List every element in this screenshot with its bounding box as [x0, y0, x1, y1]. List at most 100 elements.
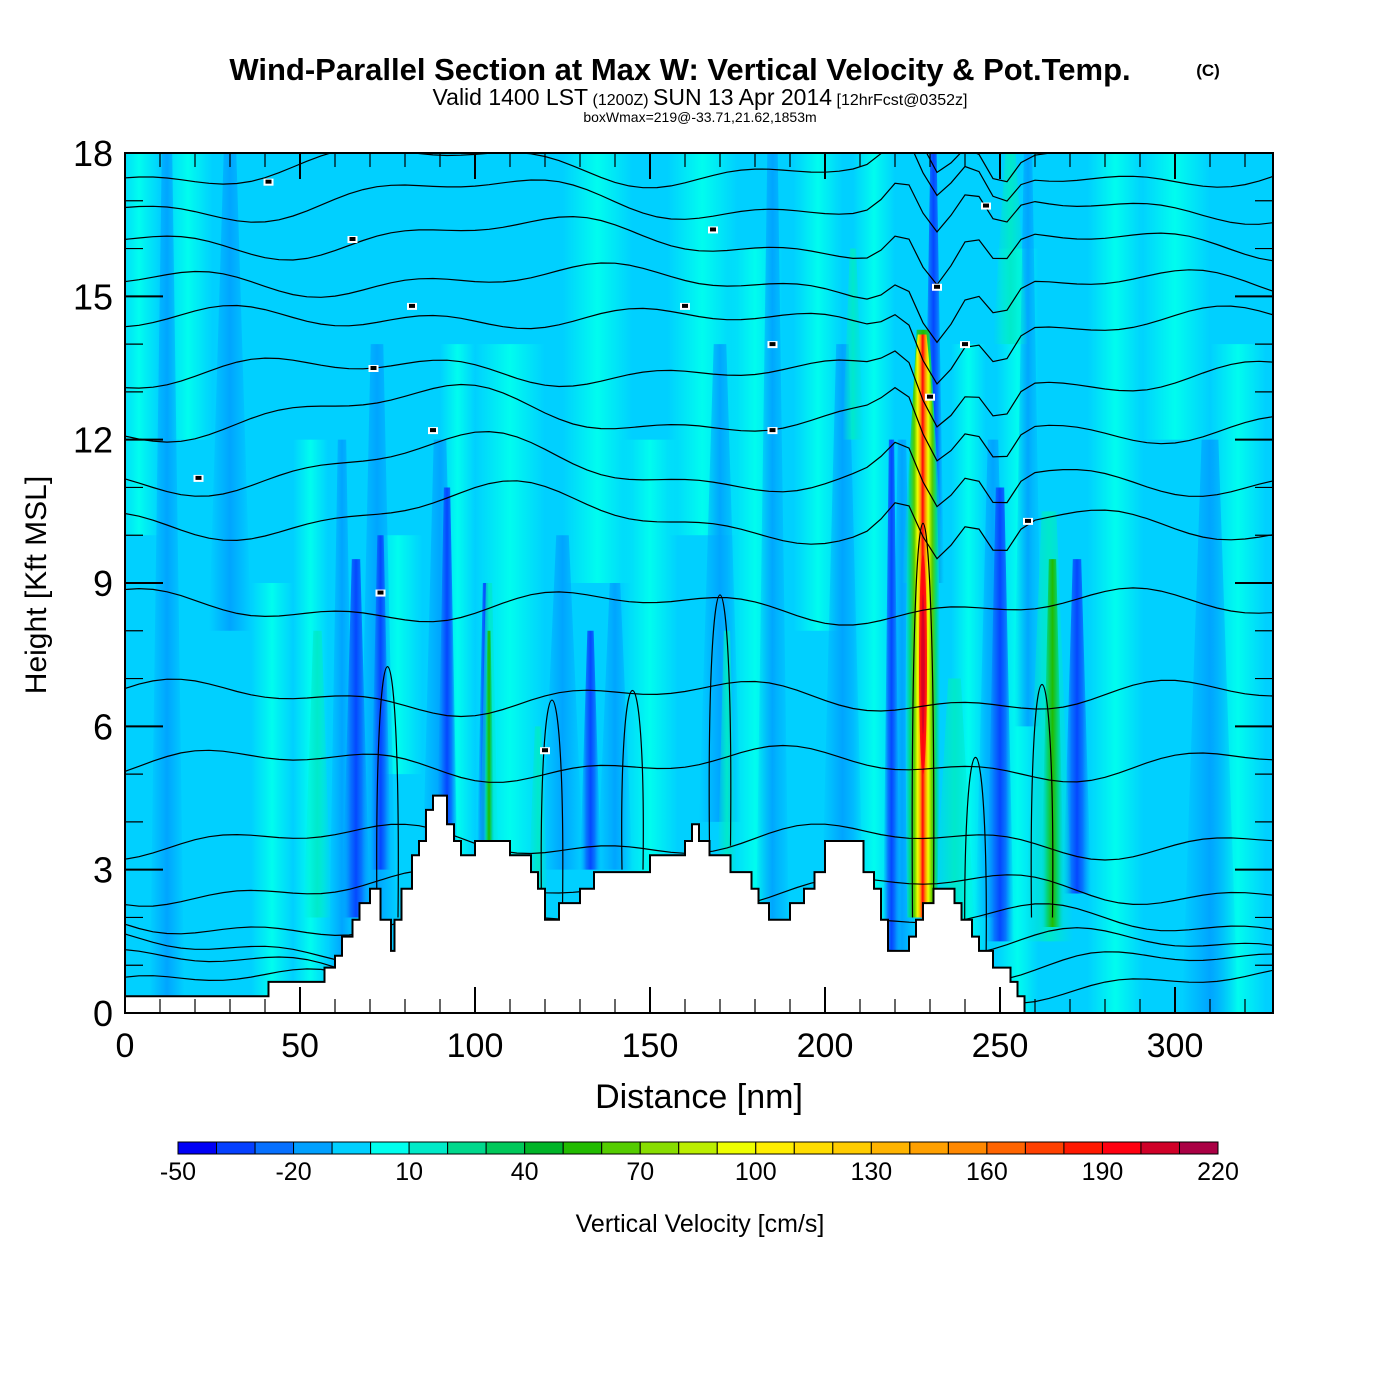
field-band-downdraft — [580, 630, 601, 870]
colorbar-swatch — [562, 1141, 603, 1155]
copyright-mark: (C) — [1196, 61, 1220, 80]
field-band-teal — [527, 726, 549, 918]
isentrope-contour — [125, 383, 1273, 462]
colorbar-swatch — [678, 1141, 718, 1155]
colorbar-swatch — [1140, 1141, 1180, 1155]
colorbar-tick-label: 160 — [966, 1158, 1008, 1186]
isentrope-contour — [376, 666, 399, 918]
field-band-cyan — [1087, 153, 1144, 1013]
colorbar-swatch — [177, 1141, 218, 1155]
isentrope-contour — [125, 350, 1273, 428]
field-band-downdraft — [342, 559, 370, 918]
colorbar-tick-label: 70 — [626, 1158, 654, 1186]
x-tick-label: 50 — [281, 1027, 319, 1065]
field-band-downdraft — [882, 439, 901, 966]
field-band-teal — [993, 153, 1028, 345]
y-tick-labels: 0 3 6 9 12 15 18 — [73, 133, 113, 1034]
colorbar-swatch — [370, 1141, 410, 1155]
x-tick-label: 300 — [1147, 1027, 1204, 1065]
contour-label-glyph — [927, 394, 933, 399]
y-tick-label: 18 — [73, 133, 113, 174]
x-tick-label: 100 — [447, 1027, 504, 1065]
chart-subtitle: Valid 1400 LST (1200Z) SUN 13 Apr 2014 [… — [433, 84, 968, 110]
field-band-blue — [755, 153, 790, 1013]
boxwmax-annotation: boxWmax=219@-33.71,21.62,1853m — [583, 109, 816, 125]
terrain-layer — [124, 794, 1032, 1014]
colorbar-swatch — [293, 1141, 333, 1155]
colorbar-tick-label: 10 — [395, 1158, 423, 1186]
isentrope-contour — [125, 215, 1273, 286]
field-band-updraft — [1040, 559, 1065, 927]
y-tick-label: 12 — [73, 420, 113, 461]
isentrope-contour — [125, 744, 1273, 783]
isentrope-contour — [708, 594, 732, 846]
contour-label-glyph — [542, 748, 548, 753]
isentrope-contour — [125, 480, 1273, 560]
axis-ticks — [124, 152, 1273, 1014]
y-tick-label: 6 — [93, 706, 113, 747]
isentrope-contour — [125, 587, 1273, 626]
colorbar-swatch — [639, 1141, 680, 1155]
colorbar-swatch — [485, 1141, 526, 1155]
field-band-blue — [209, 153, 251, 631]
contour-label-glyph — [370, 366, 377, 370]
x-tick-labels: 0 50 100 150 200 250 300 — [116, 1027, 1204, 1065]
colorbar-swatch — [601, 1141, 641, 1155]
colorbar-tick-label: 130 — [850, 1158, 892, 1186]
chart-title: Wind-Parallel Section at Max W: Vertical… — [229, 52, 1130, 87]
contour-label-glyph — [409, 303, 415, 308]
colorbar-tick-labels: -50 -20 10 40 70 100 130 160 190 220 — [160, 1158, 1239, 1186]
colorbar-swatch — [716, 1141, 757, 1155]
isentrope-contour — [125, 678, 1273, 718]
isentrope-contour — [125, 153, 1273, 202]
field-band-cyan — [251, 583, 293, 1013]
contour-label-glyph — [934, 284, 940, 289]
contour-label-glyph — [682, 303, 688, 308]
colorbar-tick-label: 40 — [511, 1158, 539, 1186]
colorbar-swatch — [524, 1141, 564, 1155]
colorbar-swatch — [947, 1141, 988, 1155]
x-axis-label: Distance [nm] — [595, 1078, 803, 1116]
field-band-blue — [821, 344, 864, 918]
colorbar-swatch — [447, 1141, 487, 1155]
y-axis-label: Height [Kft MSL] — [20, 476, 53, 694]
x-tick-label: 250 — [972, 1027, 1029, 1065]
isentrope-contour — [125, 430, 1273, 508]
isentrope-contour — [125, 304, 1273, 385]
x-tick-label: 0 — [116, 1027, 135, 1065]
contour-label-glyph — [430, 428, 436, 433]
valid-date: SUN 13 Apr 2014 — [653, 84, 832, 110]
colorbar-label: Vertical Velocity [cm/s] — [576, 1210, 825, 1238]
colorbar-swatch — [216, 1141, 256, 1155]
contour-labels — [193, 178, 1033, 755]
isentrope-contour — [621, 690, 644, 870]
field-band-teal — [842, 248, 864, 440]
colorbar-swatch — [254, 1141, 295, 1155]
colorbar-swatch — [986, 1141, 1026, 1155]
colorbar-swatch — [1063, 1141, 1103, 1155]
contour-label-glyph — [710, 227, 716, 232]
forecast-info: [12hrFcst@0352z] — [837, 92, 968, 109]
colorbar-tick-label: 190 — [1082, 1158, 1124, 1186]
x-tick-label: 200 — [797, 1027, 854, 1065]
isentrope-contour — [125, 262, 1273, 344]
isentrope-contour — [125, 179, 1273, 233]
colorbar-swatch — [1178, 1141, 1219, 1155]
valid-time: Valid 1400 LST — [433, 84, 589, 110]
colorbar-swatch — [832, 1141, 872, 1155]
field-band-blue — [149, 153, 185, 1013]
y-tick-label: 0 — [93, 993, 113, 1034]
field-band-updraft — [483, 630, 495, 846]
isentrope-contour — [1030, 683, 1054, 918]
field-band-downdraft — [1063, 559, 1091, 894]
y-tick-label: 3 — [93, 850, 113, 891]
colorbar-swatch — [755, 1141, 795, 1155]
isentrope-contour — [964, 757, 987, 966]
field-band-teal — [303, 630, 332, 918]
contour-label-glyph — [377, 590, 384, 595]
colorbar-swatch — [909, 1141, 949, 1155]
field-band-blue — [1014, 153, 1042, 727]
contour-label-glyph — [349, 237, 356, 241]
contour-label-glyph — [195, 475, 202, 480]
